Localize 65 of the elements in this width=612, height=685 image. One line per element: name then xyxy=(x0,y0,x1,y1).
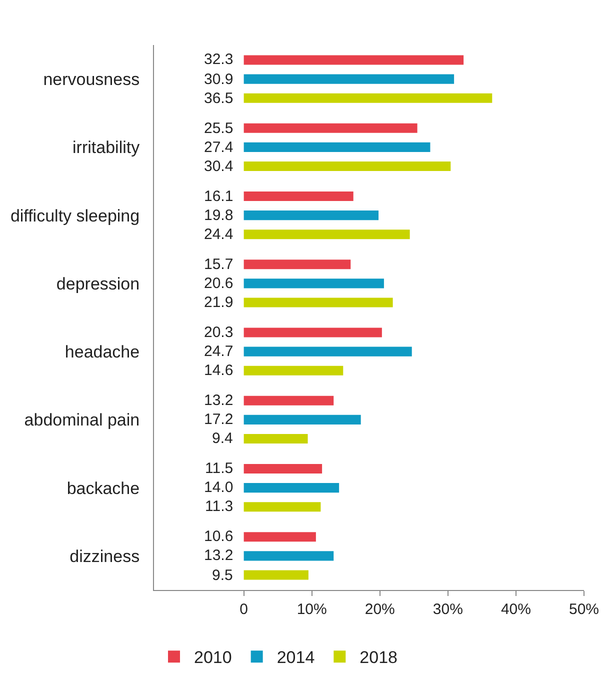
data-label: 21.9 xyxy=(204,294,234,311)
data-label: 13.2 xyxy=(204,392,234,409)
x-tick-label: 30% xyxy=(432,601,463,618)
data-label: 24.7 xyxy=(204,343,234,360)
y-tick-label: backache xyxy=(66,478,140,498)
data-label: 14.6 xyxy=(204,362,234,379)
bar xyxy=(244,191,354,202)
x-tick-label: 20% xyxy=(364,601,395,618)
data-label: 9.4 xyxy=(212,430,233,447)
x-tick-label: 0 xyxy=(240,601,248,618)
bar xyxy=(244,93,492,103)
y-tick-label: irritability xyxy=(72,138,140,158)
bar xyxy=(244,414,361,424)
data-label: 11.5 xyxy=(205,460,234,477)
data-label: 13.2 xyxy=(204,547,234,564)
y-tick-label: difficulty sleeping xyxy=(10,206,140,226)
bar xyxy=(244,502,321,512)
bar xyxy=(244,74,454,84)
y-tick-label: nervousness xyxy=(43,70,140,90)
bar xyxy=(244,570,308,580)
data-label: 24.4 xyxy=(204,226,234,243)
bar xyxy=(244,260,351,270)
bar xyxy=(244,210,379,220)
data-label: 19.8 xyxy=(204,207,234,224)
data-label: 30.4 xyxy=(204,158,234,175)
data-label: 30.9 xyxy=(204,71,234,88)
legend-label: 2014 xyxy=(276,648,315,668)
data-label: 9.5 xyxy=(212,567,233,584)
bar xyxy=(244,483,340,493)
bar xyxy=(244,346,412,356)
legend-label: 2010 xyxy=(194,648,232,668)
data-label: 32.3 xyxy=(204,51,234,68)
data-label: 20.3 xyxy=(204,324,234,341)
bar xyxy=(244,230,410,240)
x-tick-label: 50% xyxy=(568,601,600,618)
y-tick-label: dizziness xyxy=(70,546,140,566)
bar xyxy=(244,328,382,338)
x-tick-label: 10% xyxy=(296,601,327,618)
data-label: 27.4 xyxy=(204,139,234,156)
bar xyxy=(244,532,316,542)
bar xyxy=(244,434,308,444)
bar xyxy=(244,366,344,376)
bar xyxy=(244,55,464,65)
data-label: 17.2 xyxy=(204,411,234,428)
data-label: 11.3 xyxy=(205,498,234,515)
bar xyxy=(244,161,451,172)
y-tick-label: headache xyxy=(64,342,140,362)
y-tick-label: depression xyxy=(56,274,140,294)
data-label: 20.6 xyxy=(204,275,234,292)
bar xyxy=(244,298,393,308)
data-label: 10.6 xyxy=(204,528,234,545)
bar xyxy=(244,551,334,561)
bar xyxy=(244,278,384,288)
data-label: 14.0 xyxy=(204,479,234,496)
bar xyxy=(244,142,430,152)
data-label: 15.7 xyxy=(204,256,234,273)
bar xyxy=(244,396,334,406)
data-label: 25.5 xyxy=(204,120,234,137)
y-tick-label: abdominal pain xyxy=(24,410,140,430)
bar xyxy=(244,464,322,474)
data-label: 36.5 xyxy=(204,90,234,107)
x-tick-label: 40% xyxy=(500,601,531,618)
data-label: 16.1 xyxy=(204,188,234,205)
legend-label: 2018 xyxy=(360,648,398,668)
bar xyxy=(244,123,418,133)
